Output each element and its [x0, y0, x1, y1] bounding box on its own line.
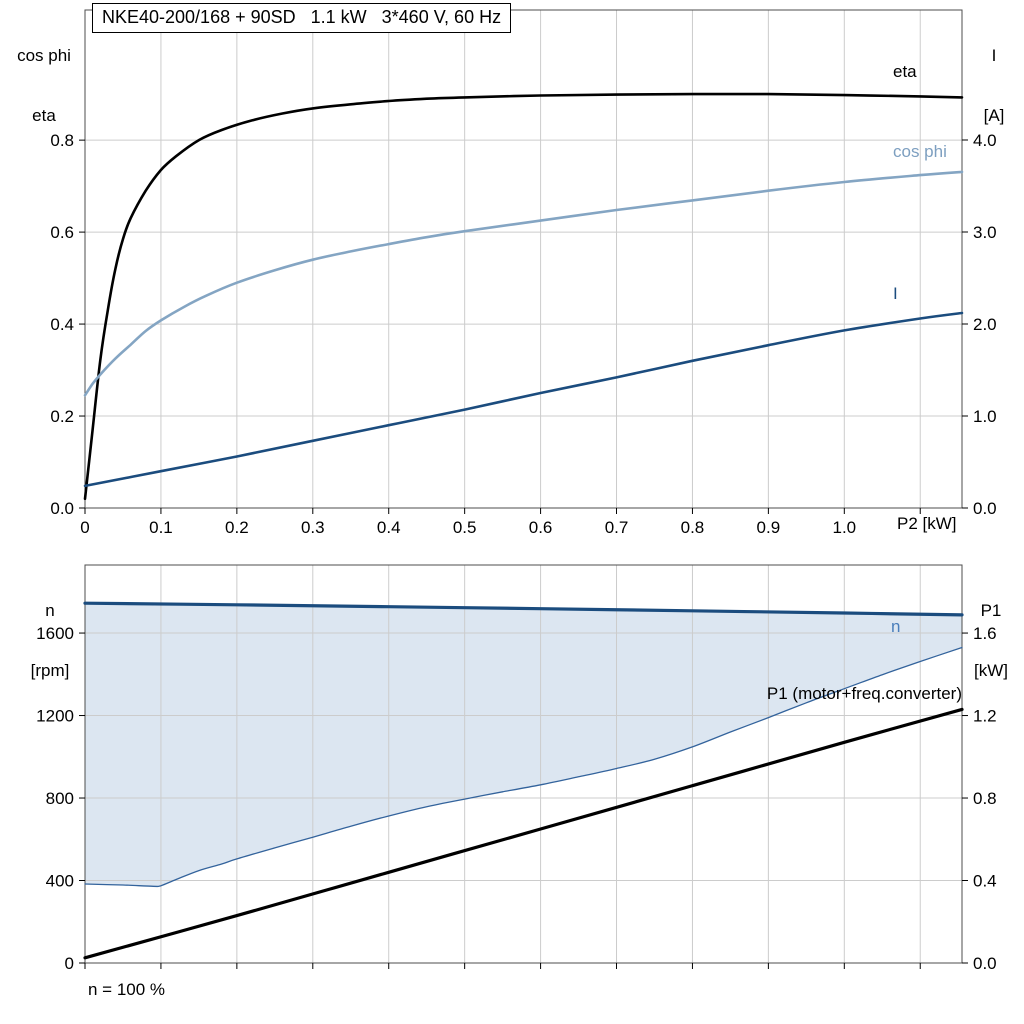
cos-phi-curve	[83, 170, 964, 397]
p1-axis-title-line2: [kW]	[974, 661, 1008, 681]
p1-motor-freq-converter-curve	[83, 707, 964, 960]
current-curve-label: I	[893, 284, 898, 303]
right-tick-label: 3.0	[973, 223, 997, 242]
bottom-chart-left-axis-title: n [rpm]	[18, 561, 82, 721]
i-curve	[83, 311, 964, 488]
speed-control-range-band	[85, 603, 962, 887]
bottom-tick-label: 0	[80, 518, 89, 537]
left-axis-title-line2: eta	[32, 106, 56, 126]
title-box: NKE40-200/168 + 90SD 1.1 kW 3*460 V, 60 …	[92, 3, 512, 34]
eta-curve-label: eta	[893, 62, 917, 81]
right-tick-label: 0.0	[973, 954, 997, 973]
bottom-tick-label: 0.6	[529, 518, 553, 537]
bottom-tick-label: 0.4	[377, 518, 401, 537]
speed-axis-title-line2: [rpm]	[30, 661, 70, 681]
left-tick-label: 0.8	[50, 131, 74, 150]
cos-phi-curve-label: cos phi	[893, 142, 947, 161]
plot-frame	[84, 564, 963, 964]
eta-curve	[83, 92, 964, 501]
bottom-tick-label: 0.2	[225, 518, 249, 537]
right-tick-label: 1.2	[973, 707, 997, 726]
speed-axis-title-line1: n	[45, 601, 55, 621]
bottom-tick-label: 0.9	[757, 518, 781, 537]
n-min-curve	[84, 646, 963, 888]
right-tick-label: 1.0	[973, 407, 997, 426]
left-tick-label: 400	[46, 872, 74, 891]
right-tick-label: 0.0	[973, 499, 997, 518]
speed-curve-label: n	[891, 617, 901, 636]
left-tick-label: 0.6	[50, 223, 74, 242]
bottom-chart-right-axis-title: P1 [kW]	[962, 561, 1020, 721]
p1-axis-title-line1: P1	[980, 601, 1002, 621]
right-tick-label: 0.8	[973, 789, 997, 808]
bottom-tick-label: 1.0	[832, 518, 856, 537]
bottom-chart: 0 400 800 1200 1600 0.0 0.4 0.8 1.2 1.6	[36, 564, 997, 973]
right-tick-label: 0.4	[973, 872, 997, 891]
left-tick-label: 800	[46, 789, 74, 808]
bottom-tick-label: 0.5	[453, 518, 477, 537]
left-tick-label: 0.4	[50, 315, 74, 334]
bottom-tick-label: 0.3	[301, 518, 325, 537]
right-tick-label: 4.0	[973, 131, 997, 150]
bottom-tick-label: 0.7	[605, 518, 629, 537]
right-tick-label: 2.0	[973, 315, 997, 334]
n-curve	[83, 601, 964, 617]
top-chart: 0.0 0.2 0.4 0.6 0.8 0.0 1.0 2.0 3.0 4.0 0 0.1 0.2 0.3…	[50, 9, 997, 537]
left-tick-label: 0.0	[50, 499, 74, 518]
p1-curve-label: P1 (motor+freq.converter)	[766, 684, 962, 703]
x-axis-title: P2 [kW]	[897, 514, 957, 533]
bottom-tick-label: 0.8	[681, 518, 705, 537]
left-tick-label: 1600	[36, 624, 74, 643]
plot-frame	[84, 9, 963, 509]
bottom-tick-label: 0.1	[149, 518, 173, 537]
top-chart-left-axis-title: cos phi eta	[8, 6, 80, 166]
right-axis-title-line1: I	[991, 46, 997, 66]
left-tick-label: 1200	[36, 707, 74, 726]
left-tick-label: 0.2	[50, 407, 74, 426]
right-tick-label: 1.6	[973, 624, 997, 643]
right-axis-title-line2: [A]	[983, 106, 1005, 126]
left-tick-label: 0	[65, 954, 74, 973]
speed-footnote: n = 100 %	[88, 980, 166, 999]
top-chart-right-axis-title: I [A]	[970, 6, 1018, 166]
left-axis-title-line1: cos phi	[17, 46, 71, 66]
